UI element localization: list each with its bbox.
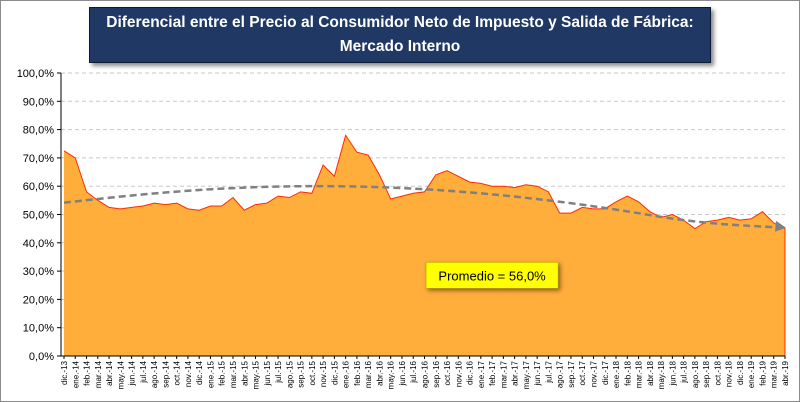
y-tick-label: 40,0% <box>23 238 54 250</box>
x-tick-label: ene.-18 <box>612 360 621 388</box>
x-tick-label: ene.-14 <box>71 360 80 388</box>
trendline-arrow <box>775 220 786 232</box>
x-tick-label: abr.-18 <box>646 360 655 385</box>
x-tick-label: feb.-19 <box>758 360 767 385</box>
x-tick-label: abr.-16 <box>375 360 384 385</box>
x-tick-label: oct.-15 <box>308 360 317 385</box>
x-tick-label: ago.-14 <box>150 360 159 388</box>
x-tick-label: nov.-17 <box>589 360 598 387</box>
x-tick-label: mar.-19 <box>770 360 779 388</box>
x-tick-label: ago.-15 <box>285 360 294 388</box>
x-tick-label: ene.-15 <box>206 360 215 388</box>
x-tick-label: feb.-16 <box>353 360 362 385</box>
x-tick-label: nov.-18 <box>725 360 734 387</box>
x-tick-label: abr.-14 <box>105 360 114 385</box>
x-tick-label: feb.-15 <box>218 360 227 385</box>
x-tick-label: may.-17 <box>522 360 531 389</box>
y-tick-label: 30,0% <box>23 266 54 278</box>
x-tick-label: mar.-14 <box>94 360 103 388</box>
trendline-path <box>63 184 786 230</box>
x-tick-label: jul.-14 <box>139 360 148 383</box>
x-tick-label: dic.-13 <box>60 360 69 385</box>
y-tick-label: 60,0% <box>23 181 54 193</box>
x-tick-label: ago.-16 <box>421 360 430 388</box>
y-tick-label: 0,0% <box>29 351 54 363</box>
x-tick-label: ene.-17 <box>477 360 486 388</box>
x-tick-label: jul.-15 <box>274 360 283 383</box>
x-tick-label: mar.-15 <box>229 360 238 388</box>
x-tick-label: feb.-14 <box>83 360 92 385</box>
average-annotation: Promedio = 56,0% <box>425 262 559 289</box>
x-tick-label: dic.-14 <box>195 360 204 385</box>
chart-title-line1: Diferencial entre el Precio al Consumido… <box>106 14 694 31</box>
chart-title-line2: Mercado Interno <box>339 38 461 55</box>
x-tick-label: ago.-17 <box>556 360 565 388</box>
y-tick-label: 80,0% <box>23 125 54 137</box>
y-tick-label: 10,0% <box>23 323 54 335</box>
x-tick-label: abr.-17 <box>511 360 520 385</box>
x-tick-label: dic.-18 <box>736 360 745 385</box>
area-fill <box>64 135 785 356</box>
x-tick-label: mar.-17 <box>499 360 508 388</box>
area-line <box>63 134 786 230</box>
x-tick-label: dic.-15 <box>330 360 339 385</box>
y-tick-label: 20,0% <box>23 294 54 306</box>
x-tick-label: dic.-16 <box>466 360 475 385</box>
x-tick-label: nov.-15 <box>319 360 328 387</box>
x-tick-label: ene.-16 <box>342 360 351 388</box>
x-tick-label: ago.-18 <box>691 360 700 388</box>
x-tick-label: ene.-19 <box>747 360 756 388</box>
y-tick-label: 100,0% <box>17 68 55 80</box>
x-tick-label: oct.-18 <box>713 360 722 385</box>
x-tick-label: oct.-17 <box>578 360 587 385</box>
x-tick-label: oct.-16 <box>443 360 452 385</box>
x-tick-label: abr.-19 <box>781 360 790 385</box>
x-tick-label: feb.-17 <box>488 360 497 385</box>
x-tick-label: feb.-18 <box>623 360 632 385</box>
y-tick-label: 50,0% <box>23 210 54 222</box>
x-tick-label: jun.-18 <box>668 360 677 386</box>
x-tick-label: may.-14 <box>116 360 125 389</box>
x-tick-label: jun.-15 <box>263 360 272 386</box>
x-tick-label: abr.-15 <box>240 360 249 385</box>
chart-title-box: Diferencial entre el Precio al Consumido… <box>89 7 711 63</box>
x-tick-label: jul.-17 <box>544 360 553 383</box>
x-tick-label: dic.-17 <box>601 360 610 385</box>
x-tick-label: sep.-17 <box>567 360 576 387</box>
x-tick-label: sep.-18 <box>702 360 711 387</box>
x-tick-label: jun.-14 <box>128 360 137 386</box>
y-tick-label: 90,0% <box>23 96 54 108</box>
x-tick-label: nov.-14 <box>184 360 193 387</box>
y-tick-label: 70,0% <box>23 153 54 165</box>
x-tick-label: mar.-18 <box>635 360 644 388</box>
y-tick-labels: 0,0% 10,0% 20,0% 30,0% 40,0% 50,0% 60,0% 70,0% 8… <box>17 68 61 363</box>
average-annotation-box <box>425 262 559 289</box>
x-tick-label: mar.-16 <box>364 360 373 388</box>
average-annotation-text: Promedio = 56,0% <box>438 268 546 283</box>
area-series <box>63 134 786 356</box>
x-tick-label: jul.-16 <box>409 360 418 383</box>
x-tick-label: jun.-16 <box>398 360 407 386</box>
x-tick-label: jun.-17 <box>533 360 542 386</box>
x-tick-label: nov.-16 <box>454 360 463 387</box>
x-tick-label: sep.-15 <box>297 360 306 387</box>
x-tick-label: sep.-16 <box>432 360 441 387</box>
x-tick-label: jul.-18 <box>680 360 689 383</box>
x-tick-label: may.-16 <box>387 360 396 389</box>
x-tick-labels: dic.-13 ene.-14 feb.-14 mar.-14 abr.-14 may.-… <box>60 356 790 389</box>
trendline <box>63 184 786 232</box>
x-tick-label: may.-15 <box>252 360 261 389</box>
x-tick-label: oct.-14 <box>173 360 182 385</box>
x-tick-label: may.-18 <box>657 360 666 389</box>
x-tick-label: sep.-14 <box>161 360 170 387</box>
